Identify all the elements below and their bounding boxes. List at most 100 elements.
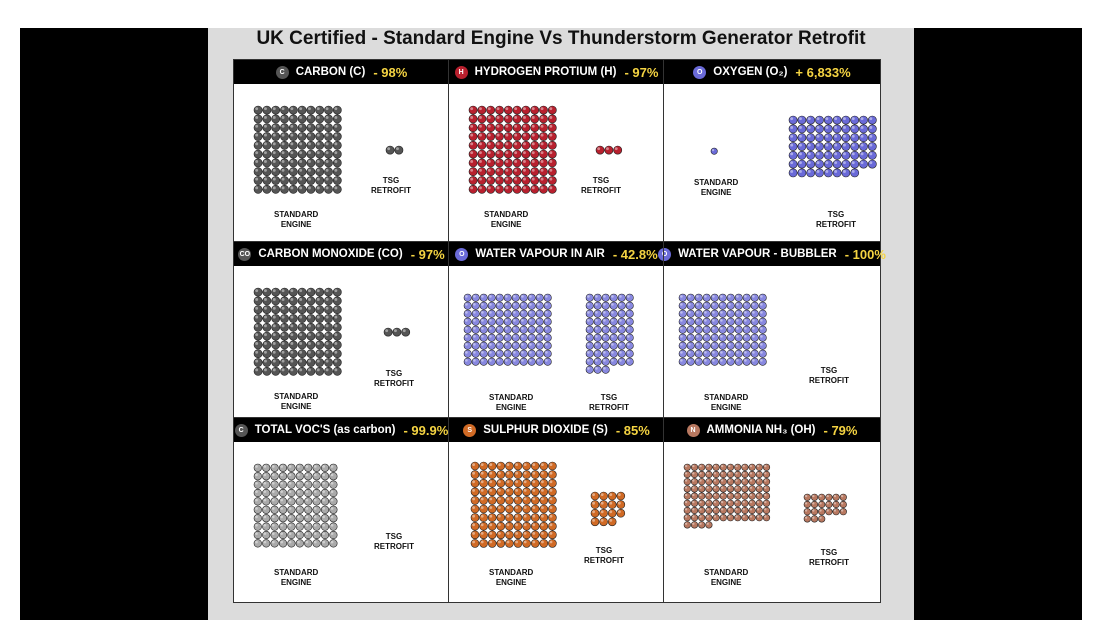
- standard-engine-molecule: [304, 480, 313, 489]
- standard-engine-molecule: [719, 463, 727, 471]
- standard-engine-molecule-highlight: [313, 532, 317, 535]
- standard-engine-molecule-highlight: [736, 351, 739, 354]
- standard-engine-molecule-highlight: [334, 324, 338, 328]
- standard-engine-molecule: [262, 176, 272, 185]
- standard-engine-molecule: [734, 333, 743, 342]
- standard-engine-molecule: [702, 357, 711, 366]
- standard-engine-molecule: [710, 349, 719, 358]
- standard-engine-molecule-highlight: [272, 151, 276, 155]
- retrofit-molecule-highlight: [609, 493, 613, 496]
- standard-engine-molecule: [271, 132, 281, 141]
- standard-engine-molecule-highlight: [532, 532, 536, 535]
- retrofit-molecule-highlight: [807, 143, 811, 147]
- standard-engine-molecule-highlight: [255, 532, 258, 535]
- retrofit-molecule: [590, 491, 600, 501]
- standard-engine-molecule: [287, 522, 296, 531]
- retrofit-molecule: [850, 115, 860, 125]
- retrofit-molecule: [392, 327, 402, 337]
- standard-engine-molecule: [477, 184, 487, 194]
- standard-engine-molecule: [712, 499, 720, 507]
- standard-engine-molecule: [470, 521, 480, 531]
- standard-engine-molecule: [320, 472, 330, 481]
- standard-engine-molecule-highlight: [549, 463, 553, 466]
- retrofit-molecule-highlight: [825, 152, 829, 156]
- standard-engine-molecule: [742, 341, 751, 350]
- standard-engine-molecule: [486, 123, 496, 133]
- standard-engine-molecule-highlight: [541, 532, 544, 535]
- standard-engine-molecule-highlight: [505, 151, 509, 155]
- standard-engine-molecule-highlight: [680, 311, 683, 314]
- standard-engine-molecule: [287, 488, 296, 498]
- retrofit-molecule: [585, 365, 594, 374]
- standard-engine-molecule-highlight: [496, 124, 500, 128]
- standard-engine-molecule-highlight: [496, 116, 500, 119]
- standard-engine-molecule: [750, 317, 759, 326]
- standard-engine-molecule-highlight: [728, 472, 731, 475]
- retrofit-molecule: [832, 493, 840, 501]
- retrofit-molecule: [617, 333, 626, 342]
- standard-engine-molecule-highlight: [688, 343, 691, 346]
- standard-engine-molecule: [548, 504, 557, 514]
- retrofit-molecule: [859, 124, 868, 134]
- standard-engine-molecule-highlight: [680, 327, 683, 330]
- standard-engine-molecule: [329, 505, 338, 514]
- standard-engine-molecule: [332, 140, 342, 150]
- standard-engine-molecule: [748, 485, 756, 493]
- standard-engine-molecule: [758, 309, 767, 318]
- standard-engine-molecule: [519, 349, 528, 358]
- panel-8: S SULPHUR DIOXIDE (S) - 85% STANDARD ENGINE T…: [449, 418, 664, 602]
- standard-engine-molecule-highlight: [489, 327, 492, 330]
- standard-engine-molecule: [295, 472, 304, 481]
- standard-engine-molecule-highlight: [713, 500, 717, 504]
- retrofit-molecule: [859, 150, 868, 160]
- standard-engine-molecule-highlight: [696, 343, 699, 346]
- standard-engine-molecule: [332, 296, 342, 306]
- standard-engine-molecule-highlight: [523, 463, 527, 466]
- retrofit-molecule-highlight: [603, 359, 606, 362]
- standard-engine-molecule: [324, 114, 333, 124]
- standard-engine-molecule: [698, 499, 706, 507]
- standard-engine-molecule-highlight: [515, 471, 518, 475]
- standard-engine-molecule-highlight: [720, 493, 724, 497]
- standard-engine-molecule: [539, 132, 548, 141]
- standard-engine-molecule-highlight: [281, 359, 285, 363]
- standard-engine-molecule: [468, 140, 478, 150]
- column-divider: [663, 60, 664, 602]
- standard-engine-molecule: [477, 140, 487, 150]
- standard-engine-molecule-highlight: [736, 319, 739, 322]
- standard-engine-molecule: [758, 301, 767, 310]
- retrofit-molecule: [625, 341, 634, 350]
- retrofit-molecule: [601, 309, 610, 318]
- standard-engine-molecule-highlight: [523, 471, 527, 475]
- standard-engine-molecule: [463, 349, 472, 358]
- standard-engine-molecule-highlight: [308, 324, 311, 328]
- retrofit-molecule: [617, 341, 626, 350]
- standard-engine-molecule-highlight: [487, 116, 491, 119]
- standard-engine-molecule-highlight: [316, 177, 320, 181]
- standard-engine-molecule-highlight: [465, 359, 468, 362]
- standard-engine-molecule-highlight: [752, 327, 755, 330]
- retrofit-molecule-highlight: [592, 501, 595, 505]
- retrofit-molecule-highlight: [595, 319, 598, 322]
- standard-engine-molecule-highlight: [281, 333, 285, 337]
- standard-engine-molecule: [530, 158, 540, 168]
- standard-engine-molecule: [297, 349, 307, 359]
- standard-engine-molecule: [741, 492, 749, 500]
- standard-engine-molecule-highlight: [712, 359, 715, 362]
- retrofit-molecule: [590, 508, 600, 518]
- standard-engine-molecule: [513, 478, 523, 488]
- panel-grid: C CARBON (C) - 98% STANDARD ENGINE TSG RETROFI…: [233, 59, 886, 603]
- standard-engine-molecule: [718, 317, 727, 326]
- panel-change-value: - 100%: [844, 246, 886, 262]
- standard-engine-molecule: [539, 504, 549, 514]
- standard-engine-molecule-highlight: [531, 186, 535, 190]
- standard-engine-molecule-highlight: [506, 471, 510, 475]
- standard-engine-label-line: STANDARD: [484, 210, 529, 219]
- standard-engine-molecule: [718, 325, 727, 334]
- standard-engine-molecule-highlight: [541, 514, 544, 518]
- standard-engine-molecule-highlight: [505, 351, 508, 354]
- standard-engine-molecule-highlight: [325, 107, 329, 111]
- standard-engine-molecule: [306, 167, 316, 177]
- retrofit-molecule-highlight: [592, 493, 595, 496]
- retrofit-molecule: [832, 124, 842, 134]
